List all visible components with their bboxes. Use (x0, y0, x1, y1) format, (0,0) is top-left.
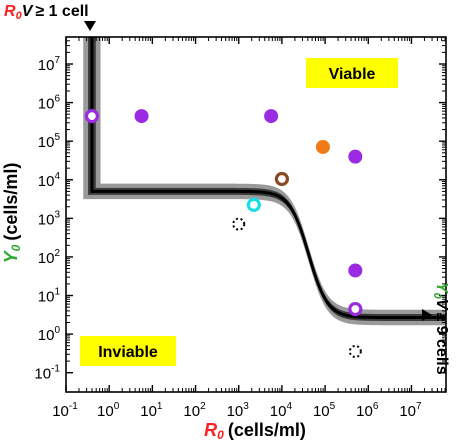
data-point-2 (134, 109, 149, 124)
inviable-highlight (80, 336, 176, 366)
x-tick-label-7: 107 (399, 401, 422, 420)
viable-label: Viable (329, 66, 376, 83)
right-annotation: Y0V≥ 9 cells (422, 282, 450, 375)
y-tick-label-3: 103 (38, 209, 61, 228)
top-annotation-arrow (84, 21, 96, 31)
y-axis-unit: (cells/ml) (1, 163, 21, 241)
svg-text:R0V≥ 1 cell: R0V ≥ 1 cell (4, 3, 89, 22)
svg-text:Y0(cells/ml): Y0 (cells/ml) (1, 163, 23, 264)
y-tick-label-0: 100 (38, 325, 61, 344)
right-annotation-relation: ≥ 9 cells (433, 312, 450, 374)
top-annotation-volume: V (22, 3, 34, 20)
x-tick-label-3: 103 (227, 401, 250, 420)
x-tick-label-0: 100 (97, 401, 120, 420)
right-annotation-subscript: 0 (431, 293, 443, 300)
x-axis-title: R0 (cells/ml) (204, 420, 306, 442)
y-tick-label-6: 106 (38, 94, 61, 113)
data-points-layer (84, 109, 363, 358)
x-axis-symbol: R (204, 420, 217, 440)
y-tick-label-1: 101 (38, 287, 61, 306)
top-annotation-subscript: 0 (16, 10, 23, 22)
right-annotation-arrow (422, 309, 432, 321)
boundary-curve-line (90, 37, 446, 320)
x-tick-label-1: 101 (140, 401, 163, 420)
x-tick-label-6: 106 (356, 401, 379, 420)
y-axis-symbol-subscript: 0 (9, 244, 23, 251)
data-point-11 (348, 344, 362, 358)
x-tick-label-4: 104 (270, 401, 293, 420)
y-tick-label-5: 105 (38, 132, 61, 151)
y-axis-title: Y0 (cells/ml) (1, 163, 23, 264)
y-axis-symbol: Y (1, 249, 21, 263)
top-annotation: R0V ≥ 1 cell (4, 3, 96, 31)
y-tick-label-7: 107 (38, 55, 61, 74)
right-annotation-volume: V (433, 299, 450, 311)
x-axis-symbol-subscript: 0 (217, 428, 224, 441)
data-point-8 (232, 217, 246, 231)
y-tick-label-2: 102 (38, 248, 61, 267)
axes-layer: 10-1 100 101 102 103 104 105 106 107 10-1 100 101 10… (34, 36, 446, 420)
x-tick-label-2: 102 (183, 401, 206, 420)
data-point-3 (264, 109, 279, 124)
top-annotation-relation: ≥ 1 cell (35, 3, 88, 20)
data-point-7 (246, 197, 261, 212)
region-labels-layer: Viable Inviable (80, 58, 398, 366)
top-annotation-symbol: R (4, 3, 16, 20)
data-point-10 (348, 301, 363, 317)
inviable-label: Inviable (98, 344, 158, 361)
x-axis-unit: (cells/ml) (228, 420, 306, 440)
x-tick-label-5: 105 (313, 401, 336, 420)
y-tick-label-4: 104 (38, 171, 61, 190)
svg-text:R0(cells/ml): R0 (cells/ml) (204, 420, 306, 441)
data-point-9 (348, 263, 363, 278)
y-tick-label--1: 10-1 (34, 364, 60, 383)
svg-text:Y0V≥ 9 cells: Y0V≥ 9 cells (431, 282, 450, 375)
right-annotation-symbol: Y (433, 282, 450, 294)
data-point-5 (348, 149, 363, 164)
data-point-1 (84, 109, 100, 124)
data-point-4 (315, 139, 330, 154)
data-point-6 (274, 171, 290, 187)
boundary-band-layer (83, 37, 446, 326)
x-tick-label--1: 10-1 (52, 401, 78, 420)
viable-highlight (306, 58, 398, 88)
plot-frame (65, 36, 447, 393)
